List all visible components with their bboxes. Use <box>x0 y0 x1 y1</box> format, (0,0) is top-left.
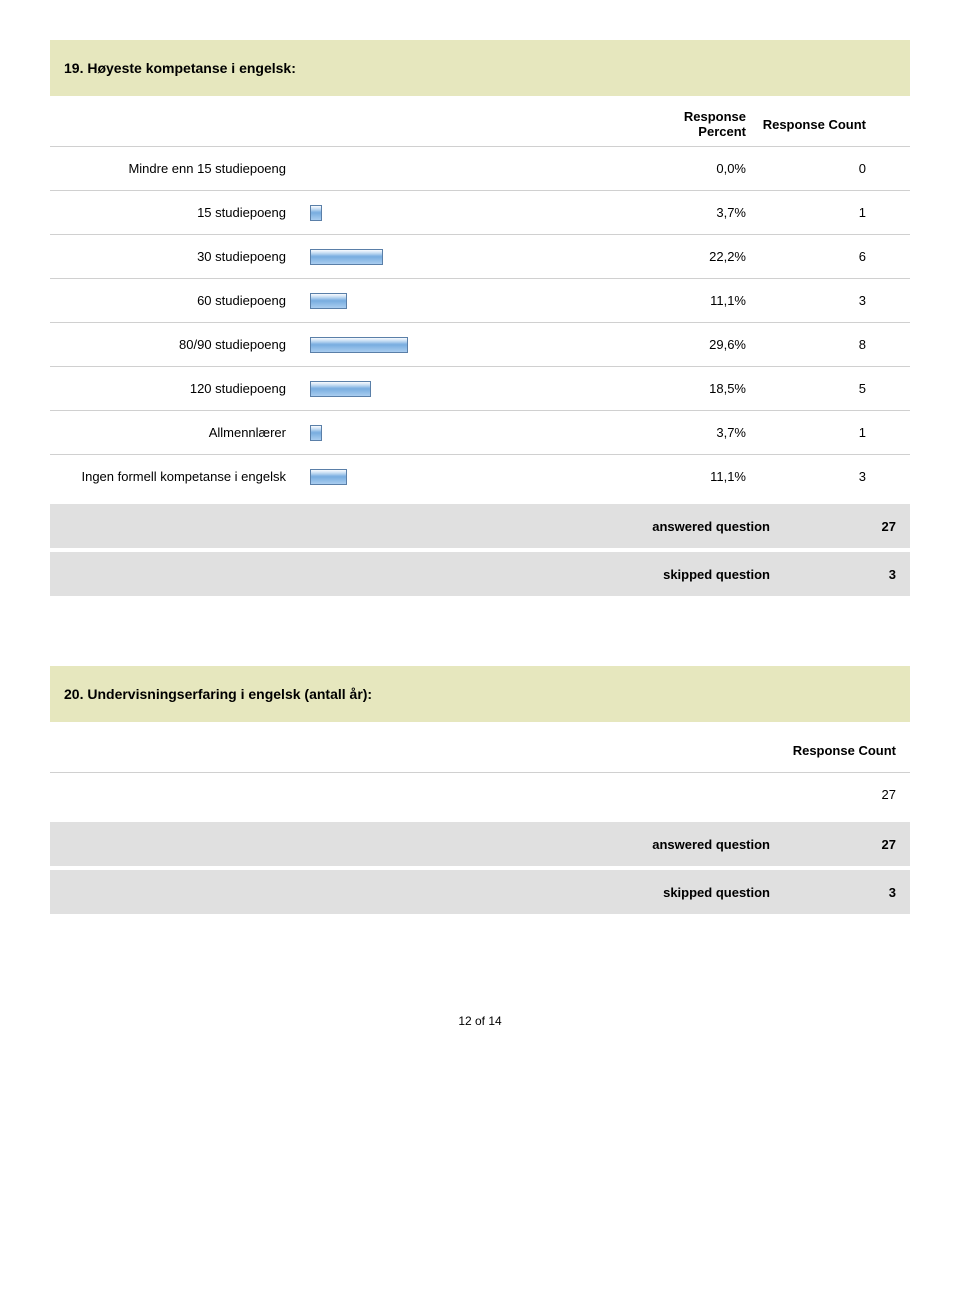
bar <box>310 337 408 353</box>
row-label: 30 studiepoeng <box>50 249 300 264</box>
data-row: 80/90 studiepoeng 29,6%8 <box>50 322 910 366</box>
header-count: Response Count <box>760 117 880 132</box>
row-percent: 18,5% <box>640 381 760 396</box>
row-label: Allmennlærer <box>50 425 300 440</box>
row-percent: 3,7% <box>640 425 760 440</box>
row-bar-cell <box>300 381 640 397</box>
q2-header-row: Response Count <box>50 728 910 772</box>
q1-data-rows: Mindre enn 15 studiepoeng 0,0%0 15 studiep… <box>50 146 910 498</box>
question-20: 20. Undervisningserfaring i engelsk (ant… <box>50 666 910 914</box>
data-row: Allmennlærer 3,7%1 <box>50 410 910 454</box>
q1-header-row: Response Percent Response Count <box>50 102 910 146</box>
answered-value: 27 <box>810 519 910 534</box>
row-count: 1 <box>760 425 880 440</box>
question-title: 19. Høyeste kompetanse i engelsk: <box>50 40 910 96</box>
page-number: 12 of 14 <box>50 984 910 1038</box>
skipped-value: 3 <box>810 567 910 582</box>
header-percent: Response Percent <box>640 109 760 139</box>
answered-label: answered question <box>50 837 810 852</box>
row-count: 3 <box>760 293 880 308</box>
data-row: Ingen formell kompetanse i engelsk 11,1%3 <box>50 454 910 498</box>
q2-total-value: 27 <box>790 787 910 802</box>
row-label: 80/90 studiepoeng <box>50 337 300 352</box>
row-percent: 11,1% <box>640 293 760 308</box>
answered-row: answered question 27 <box>50 822 910 866</box>
header-count: Response Count <box>790 743 910 758</box>
bar <box>310 249 383 265</box>
skipped-label: skipped question <box>50 885 810 900</box>
row-bar-cell <box>300 425 640 441</box>
row-percent: 0,0% <box>640 161 760 176</box>
skipped-row: skipped question 3 <box>50 870 910 914</box>
row-bar-cell <box>300 205 640 221</box>
row-percent: 22,2% <box>640 249 760 264</box>
question-title: 20. Undervisningserfaring i engelsk (ant… <box>50 666 910 722</box>
bar <box>310 425 322 441</box>
row-percent: 11,1% <box>640 469 760 484</box>
data-row: 120 studiepoeng 18,5%5 <box>50 366 910 410</box>
bar <box>310 205 322 221</box>
data-row: 15 studiepoeng 3,7%1 <box>50 190 910 234</box>
skipped-label: skipped question <box>50 567 810 582</box>
skipped-value: 3 <box>810 885 910 900</box>
row-label: 60 studiepoeng <box>50 293 300 308</box>
q2-total-row: 27 <box>50 772 910 816</box>
bar <box>310 293 347 309</box>
data-row: 30 studiepoeng 22,2%6 <box>50 234 910 278</box>
row-bar-cell <box>300 249 640 265</box>
row-bar-cell <box>300 293 640 309</box>
skipped-row: skipped question 3 <box>50 552 910 596</box>
row-count: 8 <box>760 337 880 352</box>
row-label: Ingen formell kompetanse i engelsk <box>50 469 300 484</box>
bar <box>310 469 347 485</box>
bar <box>310 381 371 397</box>
data-row: 60 studiepoeng 11,1%3 <box>50 278 910 322</box>
row-percent: 3,7% <box>640 205 760 220</box>
row-count: 5 <box>760 381 880 396</box>
row-count: 3 <box>760 469 880 484</box>
answered-label: answered question <box>50 519 810 534</box>
row-label: 15 studiepoeng <box>50 205 300 220</box>
row-label: Mindre enn 15 studiepoeng <box>50 161 300 176</box>
row-bar-cell <box>300 469 640 485</box>
row-bar-cell <box>300 337 640 353</box>
data-row: Mindre enn 15 studiepoeng 0,0%0 <box>50 146 910 190</box>
question-19: 19. Høyeste kompetanse i engelsk: Respon… <box>50 40 910 596</box>
row-label: 120 studiepoeng <box>50 381 300 396</box>
answered-row: answered question 27 <box>50 504 910 548</box>
row-count: 0 <box>760 161 880 176</box>
row-count: 6 <box>760 249 880 264</box>
row-count: 1 <box>760 205 880 220</box>
answered-value: 27 <box>810 837 910 852</box>
row-percent: 29,6% <box>640 337 760 352</box>
